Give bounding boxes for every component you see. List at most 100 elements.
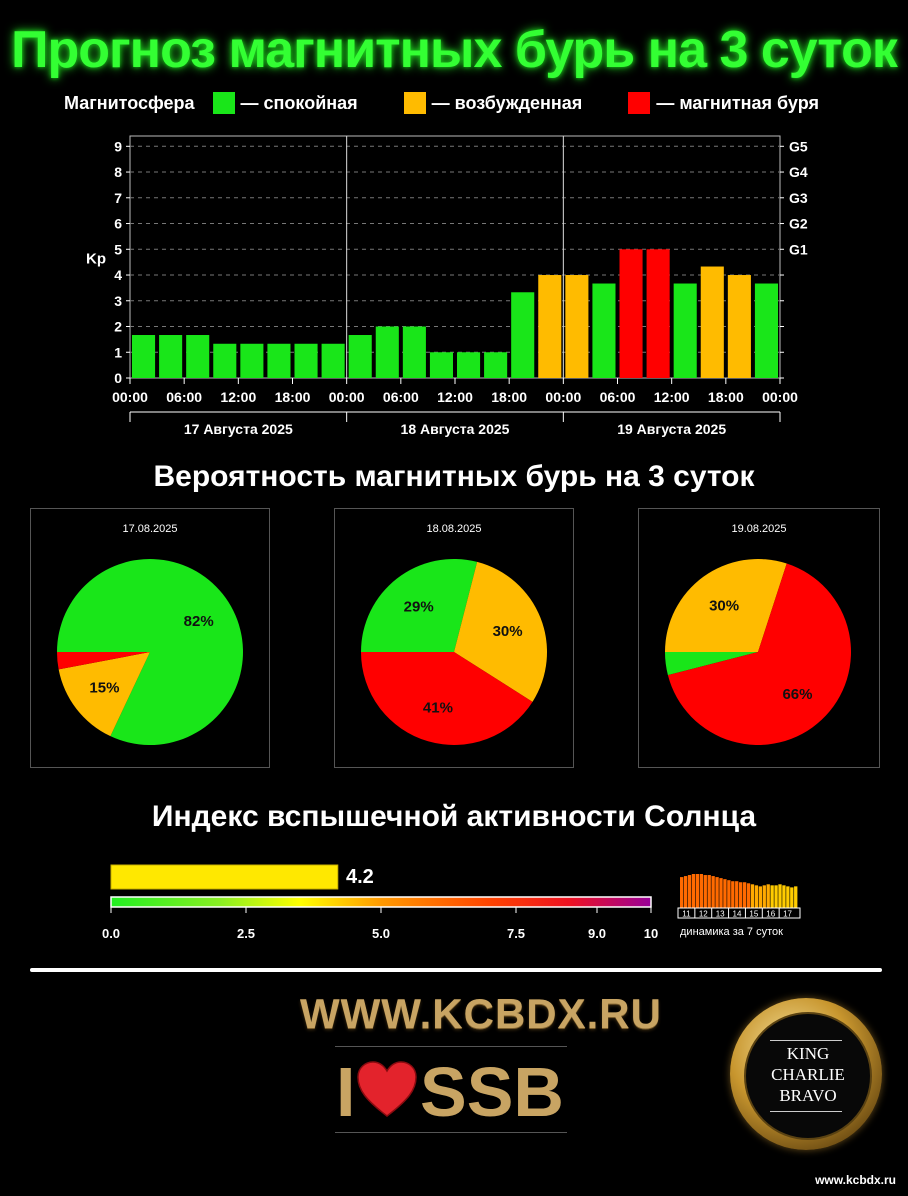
x-tick-label: 12:00 bbox=[220, 389, 256, 405]
dynamics-bar bbox=[683, 876, 688, 908]
kp-bar bbox=[565, 275, 589, 378]
flare-tick-label: 10 bbox=[643, 926, 659, 941]
pie-date-day1: 17.08.2025 bbox=[122, 523, 178, 535]
x-tick-label: 00:00 bbox=[112, 389, 148, 405]
storm-level-label: G5 bbox=[789, 138, 808, 154]
pie-chart-day2: 29% 30% 41% bbox=[361, 559, 547, 745]
day-label: 18 Августа 2025 bbox=[401, 421, 510, 437]
dynamics-bar bbox=[703, 875, 707, 908]
y-tick-label: 2 bbox=[114, 319, 122, 335]
ssb-logo-text: SSB bbox=[420, 1053, 564, 1131]
logo-rule-top bbox=[335, 1046, 567, 1047]
pie-slice-label: 15% bbox=[89, 679, 119, 696]
pie-slice-label: 66% bbox=[782, 686, 812, 703]
kp-bar bbox=[727, 275, 751, 378]
pie-date-day3: 19.08.2025 bbox=[731, 523, 787, 535]
y-tick-label: 7 bbox=[114, 190, 122, 206]
dynamics-day-label: 11 bbox=[682, 910, 691, 919]
pie-slice bbox=[454, 561, 547, 702]
heart-icon bbox=[357, 1061, 417, 1117]
dynamics-day-label: 12 bbox=[699, 910, 708, 919]
kp-bar bbox=[429, 352, 453, 378]
dynamics-axis bbox=[677, 907, 801, 919]
seal-word-bravo: BRAVO bbox=[779, 1086, 837, 1105]
dynamics-bar bbox=[731, 881, 735, 908]
x-tick-label: 00:00 bbox=[329, 389, 365, 405]
pie-slice bbox=[58, 652, 150, 737]
x-tick-label: 06:00 bbox=[600, 389, 636, 405]
y-tick-label: 6 bbox=[114, 216, 122, 232]
seal-word-charlie: CHARLIE bbox=[771, 1065, 845, 1084]
y-tick-label: 8 bbox=[114, 164, 122, 180]
day-label: 17 Августа 2025 bbox=[184, 421, 293, 437]
kp-bar bbox=[186, 335, 210, 378]
pie-panel-day1: 17.08.2025 82% 15% bbox=[30, 508, 270, 768]
dynamics-label: динамика за 7 суток bbox=[680, 926, 783, 938]
dynamics-bar bbox=[691, 874, 696, 908]
flare-value-bar bbox=[110, 864, 339, 890]
dynamics-bar bbox=[727, 880, 731, 908]
dynamics-bar bbox=[746, 883, 751, 908]
kp-bar bbox=[619, 249, 643, 378]
kp-bar bbox=[484, 352, 508, 378]
legend-item-storm: — магнитная буря bbox=[656, 92, 819, 113]
storm-level-label: G3 bbox=[789, 190, 808, 206]
footer-url: www.kcbdx.ru bbox=[815, 1173, 896, 1187]
legend-swatch-calm bbox=[212, 92, 235, 114]
dynamics-bar bbox=[739, 882, 743, 908]
kp-bar bbox=[213, 343, 237, 378]
dynamics-bar bbox=[687, 875, 692, 908]
kp-bar-chart: 0 1 2 3 4 5 6 7 8 9 Kp G1 G2 G3 G4 G5 00:00 06:00 12:00 18:… bbox=[86, 135, 808, 437]
flare-tick-label: 0.0 bbox=[101, 926, 121, 941]
flare-index-value: 4.2 bbox=[346, 866, 374, 888]
pie-slice-label: 30% bbox=[709, 597, 739, 614]
dynamics-bar bbox=[742, 882, 747, 908]
dynamics-bar bbox=[790, 887, 794, 908]
dynamics-bar bbox=[715, 877, 719, 908]
dynamics-bar bbox=[786, 886, 790, 908]
dynamics-bar bbox=[766, 884, 770, 908]
kp-bar bbox=[375, 326, 399, 378]
logo-rule-bottom bbox=[335, 1132, 567, 1133]
kp-bar bbox=[132, 335, 156, 378]
kp-bar bbox=[511, 292, 535, 378]
kp-bar bbox=[240, 343, 264, 378]
dynamics-day-label: 13 bbox=[716, 910, 725, 919]
dynamics-bar bbox=[695, 874, 700, 908]
kp-bar bbox=[267, 343, 291, 378]
x-tick-label: 06:00 bbox=[383, 389, 419, 405]
x-tick-label: 06:00 bbox=[166, 389, 202, 405]
site-url-logo: WWW.KCBDX.RU bbox=[300, 990, 662, 1037]
y-tick-label: 5 bbox=[114, 241, 122, 257]
kp-bar bbox=[592, 283, 616, 378]
dynamics-bar bbox=[750, 884, 755, 908]
kp-bar bbox=[348, 335, 372, 378]
pie-slice bbox=[361, 652, 533, 745]
kp-bar bbox=[159, 335, 183, 378]
dynamics-bar bbox=[719, 878, 723, 908]
kp-bar bbox=[646, 249, 670, 378]
kp-bar bbox=[538, 275, 562, 378]
flare-tick-label: 5.0 bbox=[371, 926, 391, 941]
seal-word-king: KING bbox=[786, 1044, 830, 1063]
y-axis-label: Kp bbox=[86, 251, 106, 268]
pie-slice-label: 30% bbox=[493, 623, 523, 640]
x-tick-label: 18:00 bbox=[491, 389, 527, 405]
pie-slice-label: 41% bbox=[423, 699, 453, 716]
legend-swatch-storm bbox=[628, 92, 651, 114]
dynamics-bar bbox=[758, 886, 762, 908]
x-tick-label: 12:00 bbox=[437, 389, 473, 405]
dynamics-bar bbox=[794, 886, 798, 908]
dynamics-bar bbox=[735, 881, 739, 908]
chart-legend: Магнитосфера — спокойная — возбужденная … bbox=[64, 92, 847, 114]
dynamics-bar bbox=[723, 879, 727, 908]
pie-slice-label: 29% bbox=[404, 598, 434, 615]
flare-tick-label: 9.0 bbox=[587, 926, 607, 941]
dynamics-day-label: 16 bbox=[766, 910, 775, 919]
y-tick-label: 4 bbox=[114, 267, 122, 283]
pie-slice bbox=[667, 563, 851, 745]
kp-bar bbox=[402, 326, 426, 378]
dynamics-bar bbox=[699, 874, 703, 908]
plot-area bbox=[129, 135, 781, 379]
pie-chart-day1: 82% 15% bbox=[57, 559, 244, 745]
